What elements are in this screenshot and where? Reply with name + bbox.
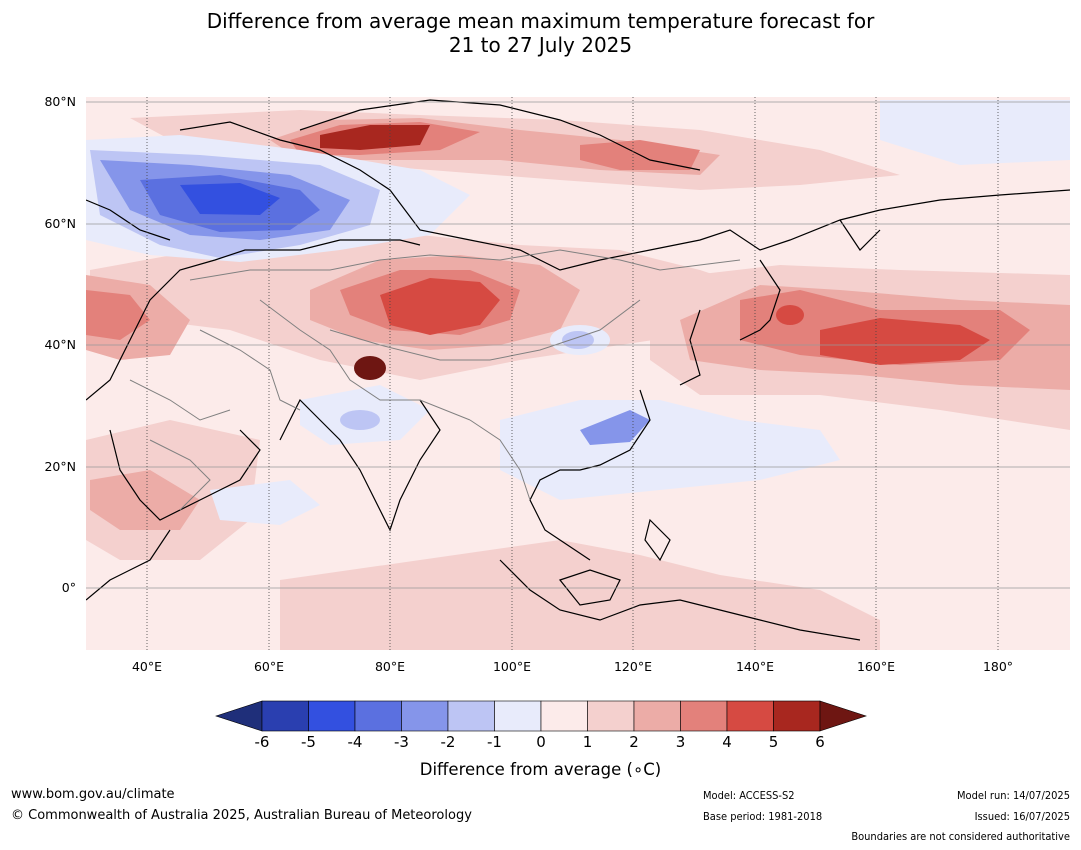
colorbar-tick: 1 xyxy=(582,733,593,751)
lat-label-60n: 60°N xyxy=(44,216,76,231)
footer-base-period: Base period: 1981-2018 xyxy=(703,810,823,823)
colorbar-title: Difference from average (∘C) xyxy=(419,760,662,779)
anomaly-spot-gobi-core xyxy=(562,331,594,349)
footer-disclaimer: Boundaries are not considered authoritat… xyxy=(851,830,1070,843)
colorbar-bin xyxy=(401,700,449,732)
colorbar-tick: -1 xyxy=(487,733,502,751)
anomaly-region-blue-china xyxy=(580,410,650,445)
graticule-longitude xyxy=(146,97,999,650)
lon-label-40e: 40°E xyxy=(131,659,163,674)
anomaly-spot-tibet xyxy=(354,356,386,380)
anomaly-region-darkred-arctic xyxy=(320,125,430,150)
colorbar-tick: 4 xyxy=(722,733,732,751)
lat-label-equator: 0° xyxy=(61,580,76,595)
colorbar-tick: 2 xyxy=(629,733,639,751)
anomaly-region-pink-indian-ocean xyxy=(280,540,880,650)
coastlines xyxy=(86,99,1070,641)
lat-label-20n: 20°N xyxy=(44,459,76,474)
colorbar-bin xyxy=(308,700,356,732)
graticule-latitude xyxy=(86,101,1070,589)
lon-label-100e: 100°E xyxy=(492,659,531,674)
colorbar-bin xyxy=(587,700,635,732)
lon-label-80e: 80°E xyxy=(374,659,406,674)
colorbar-tick: -6 xyxy=(254,733,270,751)
colorbar-tick: -4 xyxy=(347,733,363,751)
lon-label-180: 180° xyxy=(982,659,1014,674)
lon-label-140e: 140°E xyxy=(735,659,774,674)
lat-label-80n: 80°N xyxy=(44,94,76,109)
anomaly-spot-himalaya xyxy=(340,410,380,430)
map-title-line-1: Difference from average mean maximum tem… xyxy=(206,9,875,33)
map-title-line-2: 21 to 27 July 2025 xyxy=(448,33,633,57)
colorbar-bin xyxy=(540,700,588,732)
colorbar-bin xyxy=(494,700,542,732)
lat-label-40n: 40°N xyxy=(44,337,76,352)
colorbar-tick: -2 xyxy=(440,733,456,751)
colorbar-bin xyxy=(773,700,821,732)
colorbar-extend-low xyxy=(215,700,263,732)
footer-model: Model: ACCESS-S2 xyxy=(703,789,795,802)
colorbar-tick: 5 xyxy=(768,733,779,751)
colorbar-bin xyxy=(680,700,728,732)
anomaly-region-lightblue-arabia-sea xyxy=(210,480,320,525)
colorbar-tick: 6 xyxy=(815,733,825,751)
colorbar-bin xyxy=(354,700,402,732)
anomaly-spot-japan xyxy=(776,305,804,325)
anomaly-region-darkred-mongolia xyxy=(380,278,500,335)
footer-website-link[interactable]: www.bom.gov.au/climate xyxy=(11,787,175,802)
anomaly-region-salmon-arabia xyxy=(90,470,200,530)
colorbar-bin xyxy=(633,700,681,732)
colorbar-tick: 3 xyxy=(675,733,686,751)
colorbar-extend-high xyxy=(819,700,867,732)
colorbar-bin xyxy=(261,700,309,732)
anomaly-region-red-mideast xyxy=(86,290,150,340)
anomaly-region-lightblue-arctic-east xyxy=(880,100,1070,165)
lon-label-160e: 160°E xyxy=(856,659,895,674)
footer-copyright: © Commonwealth of Australia 2025, Austra… xyxy=(11,808,472,823)
colorbar-bin xyxy=(447,700,495,732)
colorbar-tick: -5 xyxy=(301,733,316,751)
anomaly-region-darkred-pacific xyxy=(820,318,990,365)
colorbar-tick: -3 xyxy=(394,733,409,751)
colorbar-tick: 0 xyxy=(536,733,546,751)
anomaly-map xyxy=(86,97,1070,650)
lon-label-60e: 60°E xyxy=(253,659,285,674)
colorbar xyxy=(215,700,867,732)
footer-issued: Issued: 16/07/2025 xyxy=(974,810,1070,823)
anomaly-region-strongblue-europe xyxy=(180,183,280,215)
footer-model-run: Model run: 14/07/2025 xyxy=(957,789,1070,802)
lon-label-120e: 120°E xyxy=(613,659,652,674)
colorbar-bin xyxy=(726,700,774,732)
